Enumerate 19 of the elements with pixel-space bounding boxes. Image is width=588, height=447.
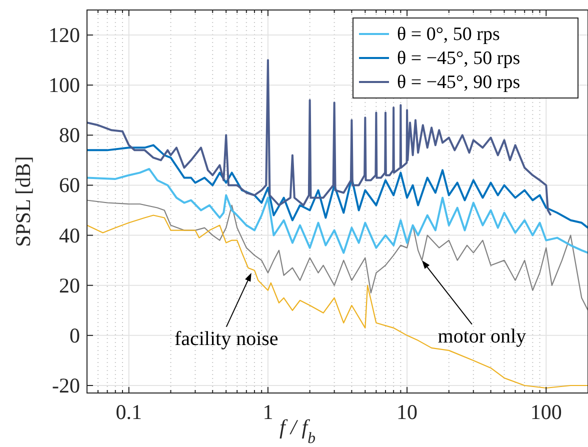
x-tick-label: 1: [262, 400, 274, 424]
legend-label: θ = −45°, 50 rps: [397, 48, 520, 69]
y-tick-label: 40: [59, 223, 80, 248]
y-tick-label: 100: [48, 73, 80, 98]
legend-label: θ = 0°, 50 rps: [397, 24, 500, 45]
x-axis-title: f / f$_{b}$: [280, 415, 316, 446]
y-axis-title: SPSL [dB]: [11, 156, 35, 247]
y-tick-label: 120: [48, 23, 80, 48]
annotation: motor only: [438, 325, 526, 348]
y-tick-label: 0: [70, 323, 80, 348]
y-tick-label: 60: [59, 173, 80, 198]
x-tick-label: 100: [530, 400, 562, 424]
annotation: facility noise: [174, 328, 278, 350]
x-tick-label: 0.1: [116, 400, 142, 424]
y-tick-label: 80: [59, 123, 80, 148]
y-tick-label: 20: [59, 273, 80, 298]
legend-label: θ = −45°, 90 rps: [397, 72, 520, 93]
y-tick-label: -20: [52, 373, 80, 398]
x-tick-label: 10: [396, 400, 418, 424]
